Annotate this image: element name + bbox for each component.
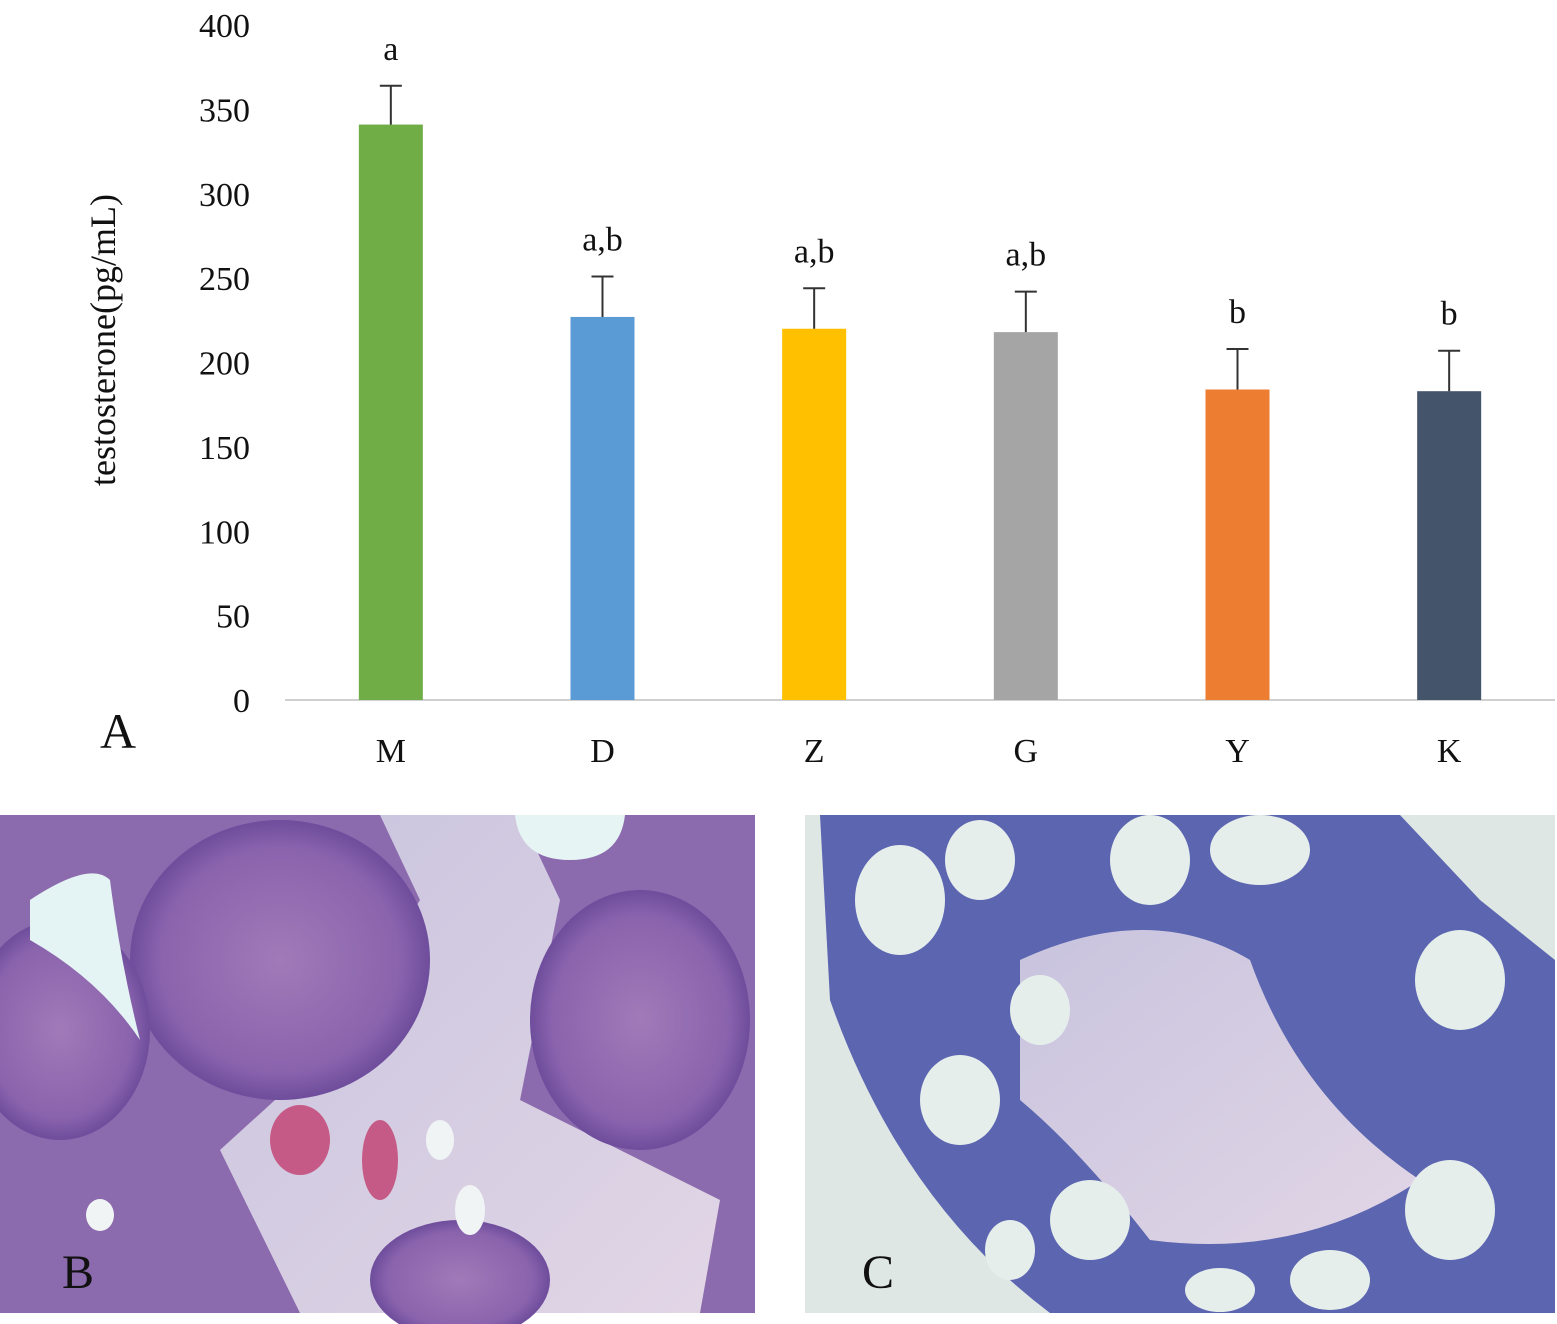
y-tick-label: 200 bbox=[199, 346, 250, 383]
significance-label: a,b bbox=[794, 233, 835, 270]
y-tick-label: 400 bbox=[199, 8, 250, 45]
y-tick-label: 350 bbox=[199, 92, 250, 129]
bar bbox=[993, 332, 1058, 700]
y-axis-label: testosterone(pg/mL) bbox=[83, 194, 123, 486]
significance-label: a,b bbox=[1006, 237, 1047, 274]
x-tick-label: D bbox=[590, 733, 615, 770]
y-tick-label: 300 bbox=[199, 177, 250, 214]
significance-label: b bbox=[1229, 294, 1246, 331]
significance-label: b bbox=[1441, 296, 1458, 333]
significance-label: a bbox=[383, 31, 398, 68]
panel-label: A bbox=[100, 703, 136, 759]
error-bar bbox=[803, 287, 826, 329]
histology-b bbox=[0, 815, 755, 1324]
bar bbox=[782, 328, 847, 700]
y-tick-label: 50 bbox=[216, 599, 250, 636]
y-tick-label: 0 bbox=[233, 683, 250, 720]
bar bbox=[570, 316, 635, 700]
x-tick-label: Y bbox=[1225, 733, 1250, 770]
panel-label: B bbox=[62, 1246, 94, 1299]
panel-label: C bbox=[862, 1246, 894, 1299]
error-bar bbox=[1226, 348, 1249, 390]
error-bar bbox=[1014, 290, 1037, 333]
x-tick-label: M bbox=[376, 733, 406, 770]
error-bar bbox=[379, 84, 402, 125]
x-tick-label: G bbox=[1014, 733, 1039, 770]
bar bbox=[1417, 391, 1482, 700]
bar bbox=[358, 124, 423, 700]
error-bar bbox=[1438, 349, 1461, 392]
histology-c bbox=[805, 815, 1555, 1313]
y-tick-label: 250 bbox=[199, 261, 250, 298]
y-tick-label: 100 bbox=[199, 514, 250, 551]
x-tick-label: K bbox=[1437, 733, 1462, 770]
error-bar bbox=[591, 275, 614, 317]
x-tick-label: Z bbox=[804, 733, 825, 770]
y-tick-label: 150 bbox=[199, 430, 250, 467]
bar bbox=[1205, 389, 1270, 700]
significance-label: a,b bbox=[582, 221, 623, 258]
